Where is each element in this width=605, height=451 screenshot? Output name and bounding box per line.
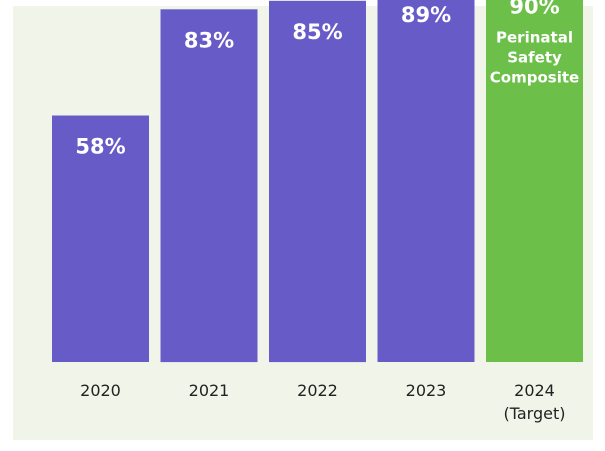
bar-2020 <box>52 115 149 362</box>
x-tick-note-2024: (Target) <box>504 404 566 423</box>
x-tick-label-2022: 2022 <box>297 381 338 400</box>
bar-value-label-2021: 83% <box>184 28 234 52</box>
x-tick-label-2021: 2021 <box>189 381 230 400</box>
bar-value-label-2024: 90% <box>509 0 559 19</box>
target-annotation-line: Perinatal <box>496 29 573 47</box>
bar-value-label-2020: 58% <box>75 135 125 159</box>
bar-2023 <box>377 0 475 362</box>
bar-2024 <box>486 0 583 362</box>
bar-value-label-2022: 85% <box>292 20 342 44</box>
target-annotation-line: Composite <box>490 69 579 87</box>
bar-2021 <box>160 9 258 363</box>
target-annotation-line: Safety <box>507 49 562 67</box>
x-tick-label-2023: 2023 <box>406 381 447 400</box>
x-tick-label-2024: 2024 <box>514 381 555 400</box>
x-tick-label-2020: 2020 <box>80 381 121 400</box>
bar-value-label-2023: 89% <box>401 3 451 27</box>
bar-2022 <box>269 0 366 363</box>
